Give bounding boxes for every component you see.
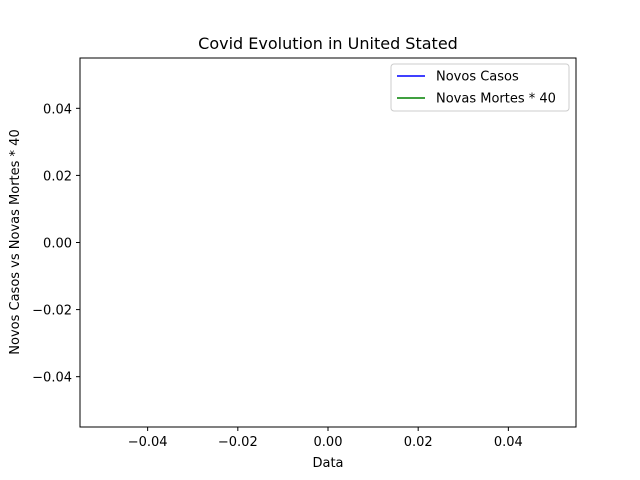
y-axis-label: Novos Casos vs Novas Mortes * 40 <box>8 129 23 354</box>
x-tick-label: 0.00 <box>314 435 343 450</box>
x-axis-label: Data <box>312 456 343 471</box>
chart-title: Covid Evolution in United Stated <box>198 34 458 53</box>
y-tick-label: 0.02 <box>43 169 72 184</box>
y-tick-label: 0.00 <box>43 237 72 252</box>
y-tick-label: −0.02 <box>32 304 72 319</box>
x-axis: −0.04 −0.02 0.00 0.02 0.04 <box>128 427 523 450</box>
x-tick-label: −0.02 <box>218 435 258 450</box>
x-tick-label: −0.04 <box>128 435 168 450</box>
legend-box <box>390 63 570 112</box>
x-tick-label: 0.02 <box>404 435 433 450</box>
y-tick-label: 0.04 <box>43 102 72 117</box>
legend-label-novas-mortes: Novas Mortes * 40 <box>436 92 556 107</box>
x-tick-label: 0.04 <box>494 435 523 450</box>
y-axis: −0.04 −0.02 0.00 0.02 0.04 <box>32 102 80 386</box>
y-tick-label: −0.04 <box>32 371 72 386</box>
legend: Novos Casos Novas Mortes * 40 <box>390 63 570 112</box>
legend-label-novos-casos: Novos Casos <box>436 70 519 85</box>
plot-area <box>79 57 577 428</box>
